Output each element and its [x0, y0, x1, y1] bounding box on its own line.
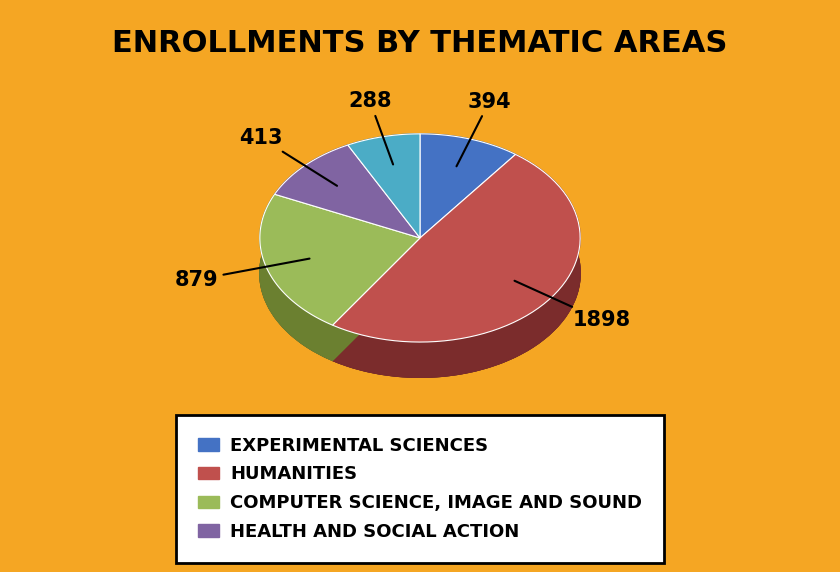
Polygon shape [420, 169, 516, 273]
Polygon shape [333, 154, 580, 378]
Polygon shape [260, 194, 333, 360]
Text: ENROLLMENTS BY THEMATIC AREAS: ENROLLMENTS BY THEMATIC AREAS [113, 29, 727, 58]
Polygon shape [420, 154, 516, 273]
Polygon shape [333, 238, 420, 360]
Polygon shape [333, 190, 580, 378]
Polygon shape [275, 194, 420, 273]
Legend: EXPERIMENTAL SCIENCES, HUMANITIES, COMPUTER SCIENCE, IMAGE AND SOUND, HEALTH AND: EXPERIMENTAL SCIENCES, HUMANITIES, COMPU… [181, 420, 659, 557]
Polygon shape [260, 229, 420, 360]
Polygon shape [275, 145, 420, 238]
Polygon shape [348, 145, 420, 273]
Polygon shape [348, 134, 420, 180]
Polygon shape [260, 194, 420, 325]
Polygon shape [333, 154, 580, 342]
Ellipse shape [260, 169, 580, 378]
Polygon shape [348, 145, 420, 273]
Polygon shape [333, 238, 420, 360]
Polygon shape [275, 180, 420, 273]
Text: 1898: 1898 [515, 281, 630, 330]
Polygon shape [275, 145, 348, 229]
Text: 879: 879 [175, 259, 309, 289]
Text: 288: 288 [349, 91, 393, 165]
Text: 394: 394 [456, 92, 512, 166]
Polygon shape [348, 169, 420, 273]
Polygon shape [420, 134, 516, 238]
Polygon shape [275, 194, 420, 273]
Text: 413: 413 [239, 128, 337, 186]
Polygon shape [420, 154, 516, 273]
Polygon shape [348, 134, 420, 238]
Polygon shape [420, 134, 516, 190]
